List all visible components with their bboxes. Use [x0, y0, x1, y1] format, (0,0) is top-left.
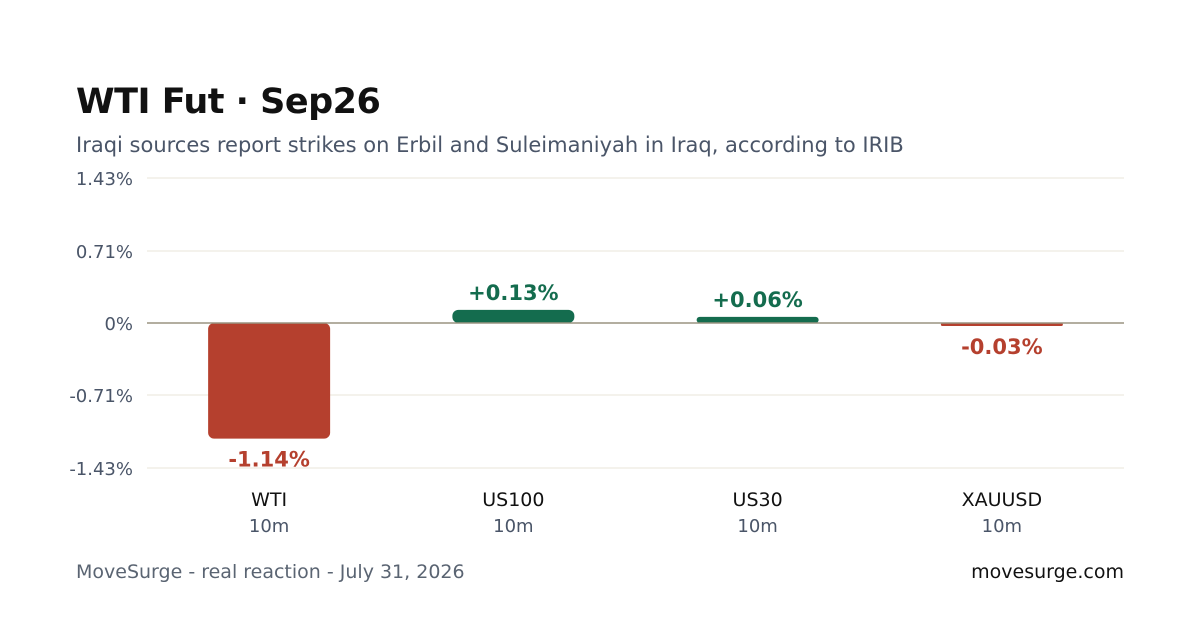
- x-category-label: WTI: [251, 489, 287, 511]
- x-sublabel: 10m: [249, 516, 289, 537]
- bar: [452, 309, 575, 323]
- y-tick-label: 0%: [104, 314, 133, 335]
- x-category-label: XAUUSD: [962, 489, 1043, 511]
- bar-value-label: -0.03%: [961, 335, 1043, 359]
- bar-value-label: -1.14%: [228, 448, 310, 472]
- footer-site-link[interactable]: movesurge.com: [971, 561, 1124, 583]
- bar: [940, 323, 1063, 327]
- bar: [696, 316, 819, 323]
- chart-title: WTI Fut · Sep26: [76, 82, 381, 122]
- y-tick-label: 1.43%: [76, 169, 133, 190]
- footer-source: MoveSurge - real reaction - July 31, 202…: [76, 561, 465, 583]
- y-tick-label: -1.43%: [69, 459, 133, 480]
- x-sublabel: 10m: [982, 516, 1022, 537]
- bar: [208, 323, 331, 439]
- bar-value-label: +0.06%: [712, 288, 802, 312]
- x-category-label: US100: [482, 489, 544, 511]
- y-tick-label: 0.71%: [76, 242, 133, 263]
- x-sublabel: 10m: [737, 516, 777, 537]
- x-sublabel: 10m: [493, 516, 533, 537]
- chart-subtitle: Iraqi sources report strikes on Erbil an…: [76, 133, 904, 157]
- y-tick-label: -0.71%: [69, 386, 133, 407]
- x-category-label: US30: [733, 489, 783, 511]
- bar-value-label: +0.13%: [468, 281, 558, 305]
